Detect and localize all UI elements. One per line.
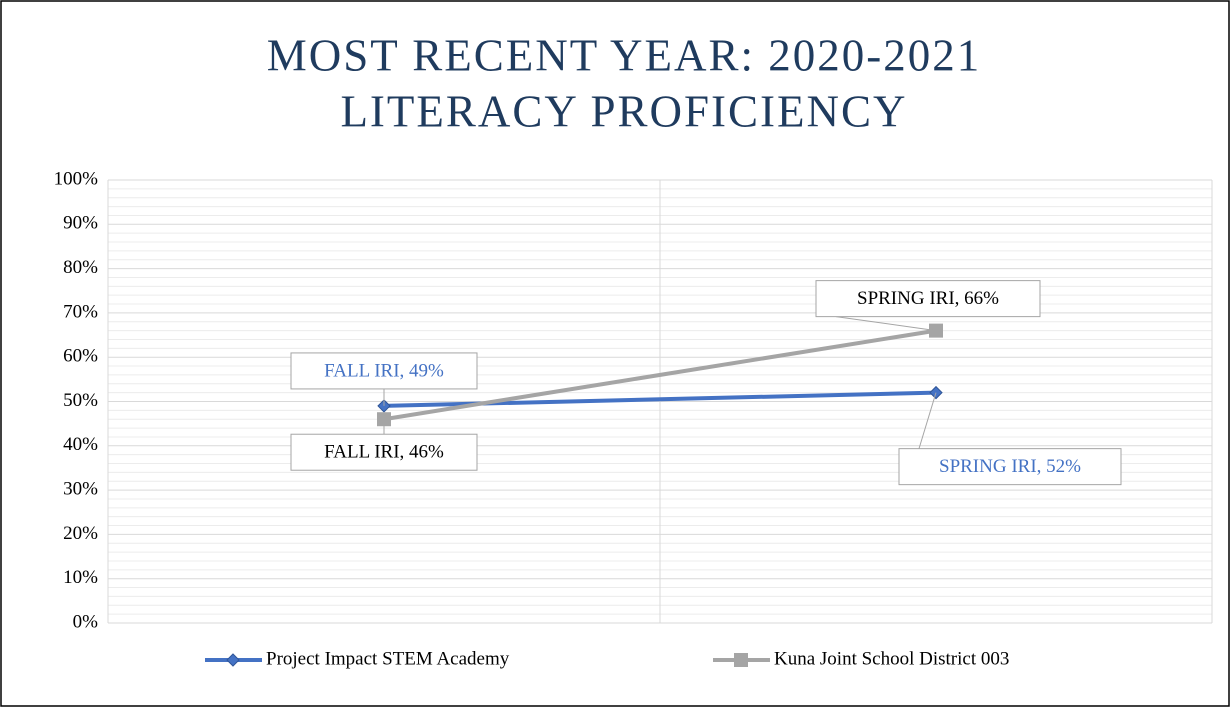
- data-label: SPRING IRI, 66%: [857, 288, 999, 309]
- y-tick-label: 20%: [63, 523, 98, 544]
- legend-marker: [226, 653, 240, 667]
- legend-label: Kuna Joint School District 003: [774, 648, 1009, 669]
- y-tick-label: 0%: [73, 611, 99, 632]
- chart-title: LITERACY PROFICIENCY: [340, 86, 907, 136]
- series-line: [383, 328, 937, 422]
- data-label-box: [290, 433, 478, 471]
- y-tick-label: 10%: [63, 567, 98, 588]
- data-label: SPRING IRI, 52%: [939, 456, 1081, 477]
- data-label-box: [898, 448, 1122, 486]
- y-tick-label: 60%: [63, 346, 98, 367]
- y-tick-label: 40%: [63, 434, 98, 455]
- y-tick-label: 90%: [63, 213, 98, 234]
- data-label-box: [815, 280, 1041, 318]
- data-label: FALL IRI, 49%: [324, 360, 444, 381]
- leader-line: [918, 392, 937, 449]
- chart-title: MOST RECENT YEAR: 2020-2021: [267, 30, 981, 80]
- legend-label: Project Impact STEM Academy: [266, 648, 510, 669]
- y-tick-label: 80%: [63, 257, 98, 278]
- y-tick-label: 30%: [63, 478, 98, 499]
- leader-line: [835, 316, 937, 332]
- y-tick-label: 70%: [63, 301, 98, 322]
- y-tick-label: 50%: [63, 390, 98, 411]
- data-label: FALL IRI, 46%: [324, 442, 444, 463]
- data-label-box: [290, 352, 478, 390]
- legend-marker: [734, 653, 748, 667]
- y-tick-label: 100%: [54, 168, 99, 189]
